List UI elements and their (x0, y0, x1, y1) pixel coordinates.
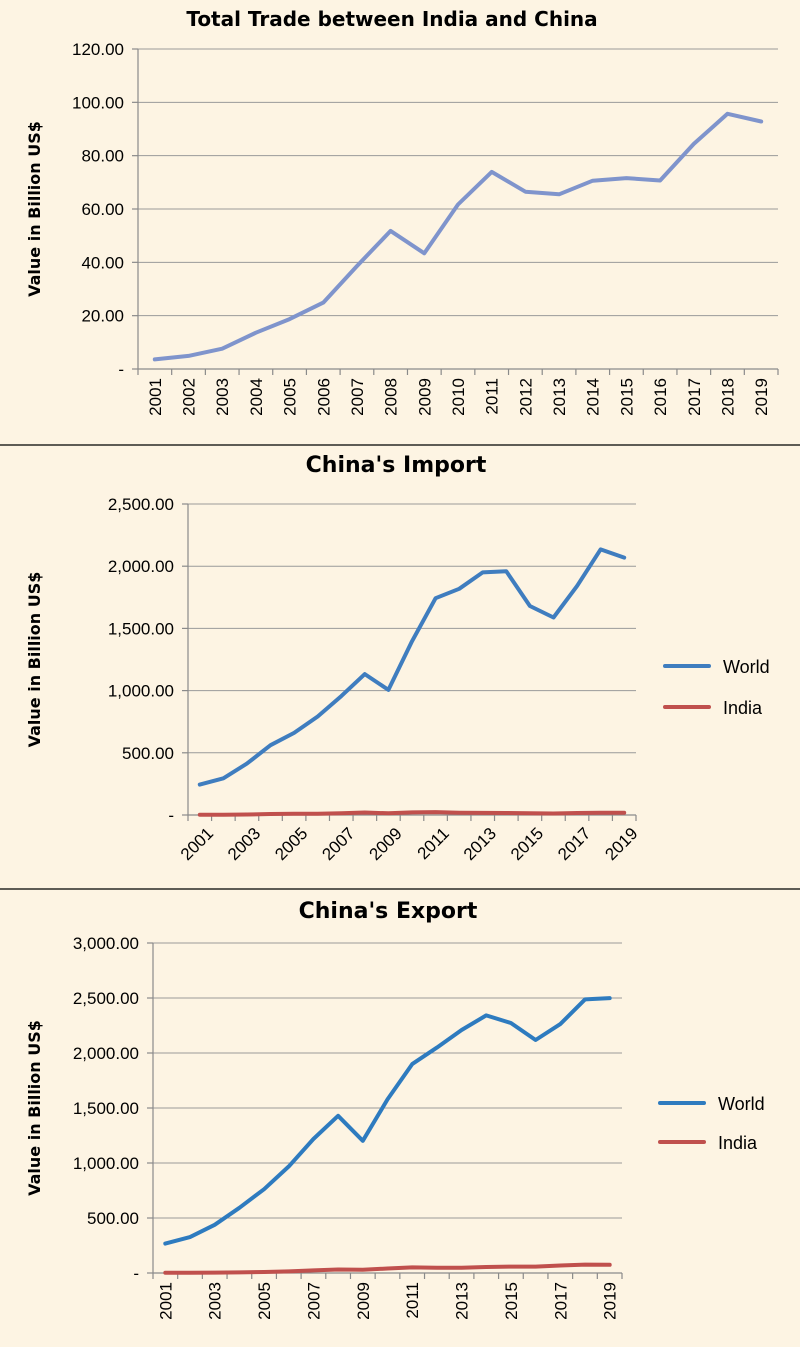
y-tick-label: 2,500.00 (108, 495, 174, 514)
x-tick-label: 2004 (247, 378, 266, 416)
y-axis-label: Value in Billion US$ (25, 1020, 44, 1196)
y-tick-label: 3,000.00 (73, 934, 139, 953)
y-tick-label: 1,500.00 (73, 1099, 139, 1118)
x-tick-label: 2007 (318, 824, 358, 864)
x-tick-label: 2005 (271, 824, 311, 864)
x-tick-label: 2006 (314, 378, 333, 416)
x-tick-label: 2011 (483, 378, 502, 415)
x-tick-label: 2007 (348, 378, 367, 416)
series-line-india (163, 1262, 612, 1275)
y-tick-label: 2,500.00 (73, 989, 139, 1008)
x-tick-label: 2010 (449, 378, 468, 416)
chart-title: Total Trade between India and China (186, 7, 597, 31)
x-tick-label: 2018 (718, 378, 737, 416)
y-tick-label: 2,000.00 (73, 1044, 139, 1063)
x-tick-label: 2013 (550, 378, 569, 416)
x-tick-label: 2019 (601, 1282, 620, 1320)
series-line-total (152, 111, 764, 362)
x-tick-label: 2008 (382, 378, 401, 416)
y-tick-label: 1,000.00 (108, 682, 174, 701)
y-tick-label: 100.00 (72, 93, 124, 112)
x-tick-label: 2002 (180, 378, 199, 416)
x-tick-label: 2009 (415, 378, 434, 416)
legend-label: World (718, 1094, 765, 1114)
y-tick-label: 2,000.00 (108, 557, 174, 576)
x-tick-label: 2005 (255, 1282, 274, 1320)
x-tick-label: 2013 (453, 1282, 472, 1320)
y-tick-label: 40.00 (81, 253, 124, 272)
x-tick-label: 2013 (460, 824, 500, 864)
x-tick-label: 2017 (685, 378, 704, 416)
y-axis-label: Value in Billion US$ (25, 572, 44, 748)
x-tick-label: 2011 (403, 1282, 422, 1319)
y-tick-label: 60.00 (81, 200, 124, 219)
x-tick-label: 2012 (516, 378, 535, 416)
y-tick-label: 1,000.00 (73, 1154, 139, 1173)
x-tick-label: 2009 (366, 824, 406, 864)
x-tick-label: 2001 (177, 824, 217, 864)
x-tick-label: 2016 (651, 378, 670, 416)
legend-label: World (723, 657, 770, 677)
y-tick-label: - (118, 360, 124, 379)
y-tick-label: - (133, 1264, 139, 1283)
x-tick-label: 2001 (156, 1282, 175, 1320)
y-tick-label: 80.00 (81, 147, 124, 166)
y-tick-label: 500.00 (122, 744, 174, 763)
y-tick-label: 120.00 (72, 40, 124, 59)
x-tick-label: 2003 (224, 824, 264, 864)
x-tick-label: 2017 (551, 1282, 570, 1320)
x-tick-label: 2015 (502, 1282, 521, 1320)
x-tick-label: 2014 (584, 378, 603, 416)
y-tick-label: 1,500.00 (108, 619, 174, 638)
legend-label: India (723, 698, 763, 718)
x-tick-label: 2003 (213, 378, 232, 416)
x-tick-label: 2019 (601, 824, 641, 864)
x-tick-label: 2001 (146, 378, 165, 416)
chart-2: China's Import Value in Billion US$ - 500.0… (25, 453, 770, 864)
x-tick-label: 2005 (281, 378, 300, 416)
chart-title: China's Import (306, 453, 487, 478)
chart-title: China's Export (299, 899, 478, 924)
y-tick-label: - (168, 806, 174, 825)
y-tick-label: 20.00 (81, 307, 124, 326)
x-tick-label: 2015 (507, 824, 547, 864)
chart-1: Total Trade between India and China Value… (25, 7, 779, 416)
x-tick-label: 2007 (304, 1282, 323, 1320)
x-tick-label: 2015 (617, 378, 636, 416)
x-tick-label: 2017 (554, 824, 594, 864)
series-line-india (197, 810, 627, 817)
y-tick-label: 500.00 (87, 1209, 139, 1228)
x-tick-label: 2019 (752, 378, 771, 416)
x-tick-label: 2009 (354, 1282, 373, 1320)
chart-3: China's Export Value in Billion US$ - 500.0… (25, 899, 765, 1320)
x-tick-label: 2003 (206, 1282, 225, 1320)
y-axis-label: Value in Billion US$ (25, 121, 44, 297)
series-line-world (197, 547, 627, 787)
series-line-world (163, 996, 612, 1246)
x-tick-label: 2011 (414, 824, 453, 863)
legend-label: India (718, 1133, 758, 1153)
